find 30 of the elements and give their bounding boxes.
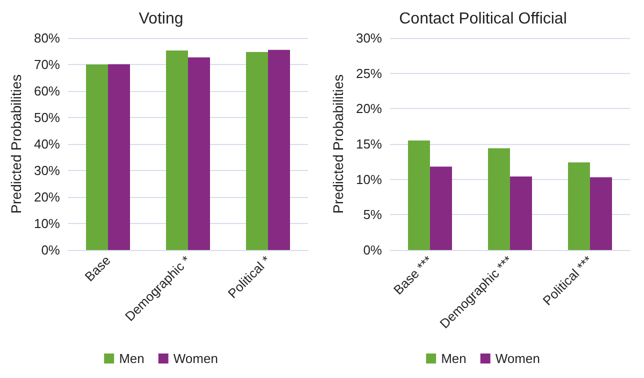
y-tick-label: 30% (34, 163, 60, 178)
bar (510, 176, 532, 250)
legend-label: Women (495, 351, 540, 366)
y-tick-label: 15% (356, 136, 382, 152)
bar (568, 162, 590, 250)
y-tick-label: 70% (34, 57, 60, 72)
y-tick-label: 20% (356, 101, 382, 116)
chart-title: Voting (138, 10, 184, 28)
y-tick-label: 10% (356, 172, 382, 187)
legend-label: Women (173, 351, 218, 366)
y-tick-label: 25% (356, 66, 382, 81)
bar (408, 140, 430, 250)
y-tick-label: 0% (41, 242, 60, 258)
bar (488, 148, 510, 250)
legend-label: Men (441, 351, 466, 366)
bar (590, 177, 612, 250)
bar (430, 166, 452, 250)
y-tick-label: 60% (34, 84, 60, 98)
y-tick-label: 5% (363, 207, 382, 222)
y-tick-label: 50% (34, 110, 60, 125)
y-axis-title: Predicted Probabilities (330, 74, 346, 214)
legend-label: Men (119, 351, 144, 366)
y-tick-label: 30% (356, 30, 382, 46)
y-tick-label: 10% (34, 216, 60, 231)
y-tick-label: 0% (363, 242, 382, 258)
y-tick-label: 40% (34, 136, 60, 152)
y-tick-label: 80% (34, 30, 60, 46)
chart-title: Contact Political Official (399, 10, 567, 28)
y-tick-label: 20% (34, 190, 60, 204)
y-axis-title: Predicted Probabilities (8, 74, 24, 214)
